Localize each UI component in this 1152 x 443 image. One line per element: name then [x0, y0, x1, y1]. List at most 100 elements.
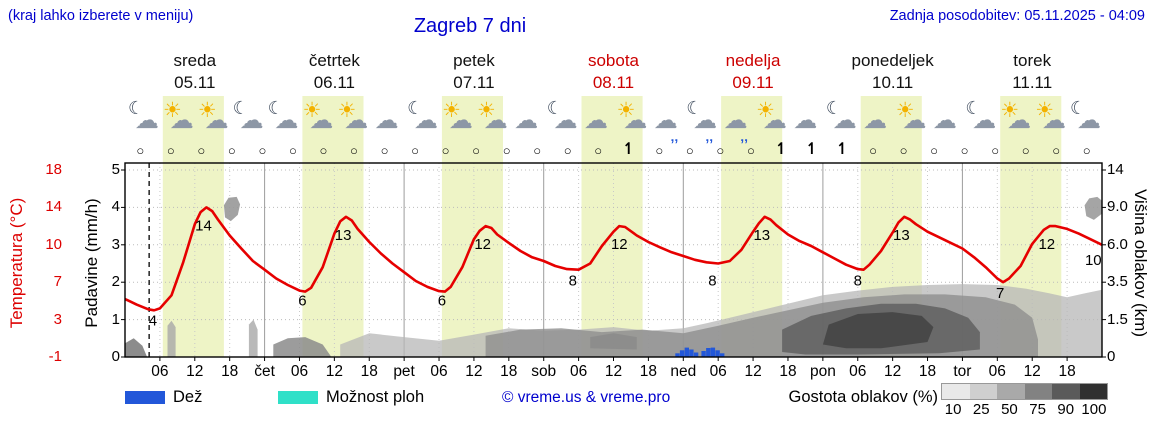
credit-link[interactable]: © vreme.us & vreme.pro — [502, 389, 671, 406]
calm-wind-icon: ○ — [1082, 143, 1091, 158]
svg-text:12: 12 — [884, 363, 901, 380]
precipitation-tick-label: 5 — [111, 161, 120, 178]
day-date: 10.11 — [871, 73, 914, 92]
temperature-tick-label: 18 — [45, 161, 62, 178]
sun-cloud-icon: ☀ ☁ — [299, 97, 334, 141]
calm-wind-icon: ○ — [991, 143, 1000, 158]
cloud-layers — [125, 196, 1102, 357]
svg-text:18: 18 — [500, 363, 517, 380]
cloud-glyph: ☁ — [972, 107, 997, 134]
day-header: sobota 08.11 — [544, 50, 684, 96]
svg-text:6: 6 — [438, 293, 446, 310]
gradient-scale-label: 75 — [1029, 401, 1046, 418]
sun-cloud-icon: ☀ ☁ — [195, 97, 230, 141]
cloud-icon: ☁ — [788, 97, 823, 141]
sun-cloud-icon: ☀ ☁ — [1032, 97, 1067, 141]
cloud-height-tick-label: 6.0 — [1107, 235, 1128, 253]
cloud-glyph: ☁ — [693, 107, 718, 134]
gradient-cell — [997, 384, 1025, 399]
cloud-density-scale-labels: 10 25 50 75 90 100 — [939, 401, 1108, 418]
svg-text:06: 06 — [430, 363, 447, 380]
cloud-density-legend-label: Gostota oblakov (%) — [788, 388, 938, 406]
gradient-scale-label: 25 — [972, 401, 990, 418]
day-date: 08.11 — [592, 73, 635, 92]
moon-cloud-icon: ☾ ☁ — [1067, 97, 1102, 141]
moon-cloud-icon: ☾ ☁ — [823, 97, 858, 141]
sun-cloud-icon: ☀ ☁ — [334, 97, 369, 141]
svg-text:14: 14 — [195, 217, 212, 234]
cloud-glyph: ☁ — [414, 107, 439, 134]
cloud-icon: ☁ — [579, 97, 614, 141]
svg-text:13: 13 — [893, 227, 910, 244]
day-header: nedelja 09.11 — [683, 50, 823, 96]
day-header: sreda 05.11 — [125, 50, 265, 96]
wind-barb-icon: ↿ — [805, 141, 819, 158]
calm-wind-icon: ○ — [869, 143, 877, 158]
calm-wind-icon: ○ — [502, 143, 511, 158]
calm-wind-icon: ○ — [1052, 143, 1061, 158]
cloud-density-gradient — [941, 383, 1108, 400]
calm-wind-icon: ○ — [350, 143, 358, 158]
gradient-scale-label: 100 — [1081, 401, 1107, 418]
cloud-height-tick-label: 14 — [1107, 161, 1124, 178]
gradient-cell — [1052, 384, 1080, 399]
svg-text:12: 12 — [186, 363, 203, 380]
temperature-line — [125, 206, 1102, 312]
temperature-tick-label: 3 — [53, 310, 62, 328]
svg-text:06: 06 — [570, 363, 587, 380]
moon-cloud-icon: ☾ ☁ — [404, 97, 439, 141]
cloud-height-axis-title: Višina oblakov (km) — [1131, 188, 1150, 338]
moon-glyph: ☾ — [965, 98, 982, 118]
moon-cloud-icon: ☾ ☁ — [962, 97, 997, 141]
sun-cloud-icon: ☀ ☁ — [997, 97, 1032, 141]
moon-glyph: ☾ — [1070, 98, 1087, 118]
drizzle-glyph: ‚‚ — [705, 128, 714, 144]
day-date: 07.11 — [453, 73, 495, 92]
precipitation-axis-title: Padavine (mm/h) — [82, 198, 101, 328]
cloud-glyph: ☁ — [653, 107, 678, 134]
wind-barb-icon: ↿ — [774, 141, 789, 158]
temperature-tick-label: 10 — [45, 235, 62, 253]
calm-wind-icon: ○ — [1021, 143, 1030, 158]
calm-wind-icon: ○ — [197, 143, 206, 158]
svg-text:12: 12 — [1024, 363, 1041, 380]
cloud-glyph: ☁ — [1076, 107, 1101, 134]
day-date: 11.11 — [1012, 73, 1053, 92]
day-header: torek 11.11 — [962, 50, 1102, 96]
calm-wind-icon: ○ — [288, 143, 297, 158]
last-update-label: Zadnja posodobitev: 05.11.2025 - 04:09 — [889, 8, 1145, 24]
cloud-glyph: ☁ — [134, 107, 159, 134]
cloud-icon: ☁ — [509, 97, 544, 141]
sun-cloud-icon: ☀ ☁ — [753, 97, 788, 141]
calm-wind-icon: ○ — [746, 143, 755, 158]
sun-glyph: ☀ — [476, 99, 496, 122]
cloud-glyph: ☁ — [1042, 107, 1067, 134]
svg-text:18: 18 — [1058, 363, 1075, 380]
day-name: četrtek — [308, 51, 360, 70]
moon-glyph: ☾ — [267, 98, 284, 118]
sun-glyph: ☀ — [337, 99, 357, 122]
gradient-scale-label: 10 — [944, 401, 962, 418]
cloud-icon: ☁ — [858, 97, 893, 141]
calm-wind-icon: ○ — [899, 143, 908, 158]
cloud-glyph: ☁ — [623, 107, 648, 134]
location-hint: (kraj lahko izberete v meniju) — [8, 8, 194, 24]
svg-text:06: 06 — [291, 363, 308, 380]
cloud-glyph: ☁ — [1007, 107, 1032, 134]
cloud-drizzle-icon: ☁ ‚‚ — [648, 97, 683, 144]
calm-wind-icon: ○ — [533, 143, 542, 158]
day-name: sobota — [587, 51, 640, 70]
svg-text:6: 6 — [298, 293, 306, 310]
svg-text:18: 18 — [221, 363, 238, 380]
calm-wind-icon: ○ — [685, 143, 694, 158]
svg-text:12: 12 — [611, 236, 628, 253]
temperature-tick-label: 14 — [45, 198, 62, 216]
sun-glyph: ☀ — [895, 99, 915, 122]
temperature-tick-label: 7 — [53, 273, 62, 291]
day-header-row: sreda 05.11 četrtek 06.11 petek 07.11 sobota 08… — [125, 50, 1102, 96]
temperature-axis-title: Temperatura (°C) — [7, 197, 26, 329]
precipitation-tick-label: 3 — [111, 235, 120, 253]
sun-glyph: ☀ — [1035, 99, 1054, 122]
